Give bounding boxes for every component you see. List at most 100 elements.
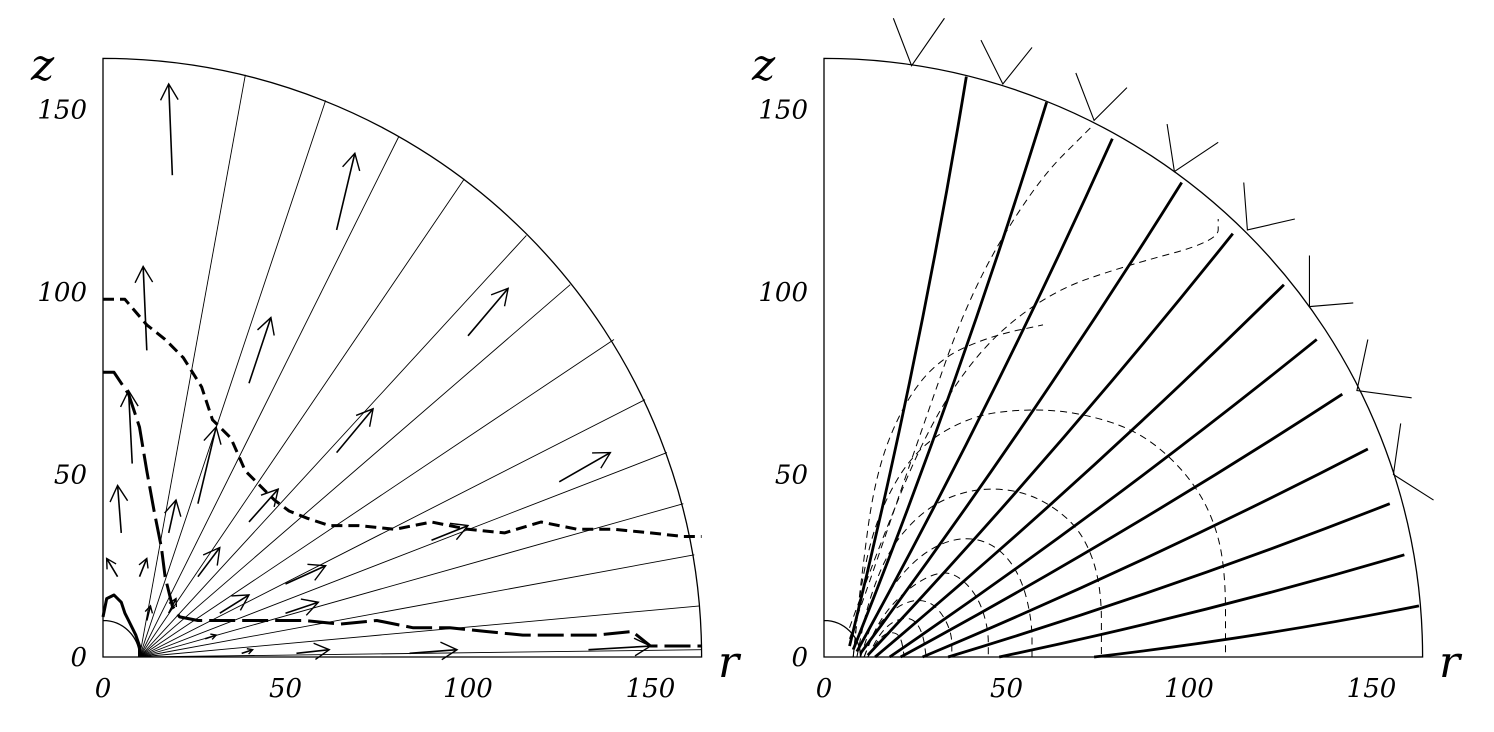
right-level-curve [867, 617, 927, 658]
right-field-lines [848, 76, 1420, 659]
left-arrow-shaft [197, 426, 217, 504]
right-x-tick-label: 0 [816, 674, 833, 704]
left-arrow-head [168, 597, 178, 608]
left-x-tick-label: 50 [269, 674, 302, 704]
right-field-line [859, 181, 1183, 655]
left-curve-solid [101, 593, 141, 657]
right-field-line [1093, 604, 1420, 659]
left-arrow-head [633, 637, 652, 657]
left-arrow-head [159, 82, 179, 101]
left-y-tick-label: 150 [37, 96, 87, 126]
left-grid-line [139, 554, 695, 658]
left-arrow-head [138, 557, 149, 569]
right-level-curve [852, 409, 1226, 658]
left-y-tick-label: 0 [70, 643, 87, 673]
left-arrow-head [144, 604, 154, 614]
left-grid-line [139, 178, 465, 658]
right-x-axis-label: r [1439, 637, 1463, 688]
left-arrow-shaft [219, 594, 250, 614]
right-level-curve [849, 127, 1091, 639]
left-grid-lines [139, 74, 702, 658]
left-arrow-head [592, 451, 612, 469]
left-arrow-head [210, 633, 218, 640]
left-arrow-head [355, 407, 375, 427]
right-quadrant-frame [823, 57, 1424, 658]
right-field-line [851, 101, 1048, 651]
left-arrow-head [134, 264, 154, 284]
right-outer-tick [1356, 339, 1412, 399]
right-outer-tick [1075, 72, 1128, 122]
left-axis-ticks: 0 50 100 150 0 50 100 150 [37, 96, 675, 705]
left-x-tick-label: 0 [95, 674, 112, 704]
left-arrow-head [203, 425, 222, 445]
right-field-line [947, 502, 1391, 659]
left-arrow-head [164, 498, 182, 517]
right-level-curve [849, 219, 1219, 628]
left-x-axis-label: r [718, 637, 742, 688]
left-grid-line [139, 605, 700, 658]
left-arrow-shaft [431, 524, 469, 541]
right-outer-tick [1166, 124, 1219, 173]
right-y-tick-label: 0 [791, 643, 808, 673]
right-field-line [922, 447, 1369, 659]
left-arrow-head [307, 563, 327, 581]
left-arrow-shaft [105, 558, 119, 578]
left-arrow-shaft [127, 390, 133, 464]
left-arrow-shaft [335, 153, 356, 231]
left-x-tick-label: 150 [626, 674, 676, 704]
left-arrow-shaft [167, 499, 177, 534]
left-curves [101, 297, 702, 657]
left-arrow-head [449, 522, 470, 541]
right-field-line [998, 553, 1405, 659]
left-arrow-shaft [138, 558, 148, 577]
left-arrow-shaft [285, 601, 319, 614]
left-arrow-shaft [116, 485, 123, 533]
left-curve-long-dashed [103, 370, 702, 648]
right-axis-ticks: 0 50 100 150 0 50 100 150 [758, 96, 1396, 705]
right-outer-tick [980, 39, 1033, 85]
left-arrow-head [300, 598, 320, 616]
left-arrow-shaft [248, 488, 279, 523]
right-x-tick-label: 100 [1164, 674, 1214, 704]
left-grid-line [139, 503, 684, 658]
left-arrow-shaft [248, 317, 272, 384]
right-y-tick-label: 150 [758, 96, 808, 126]
right-outer-tick [892, 17, 945, 67]
left-grid-line [139, 452, 668, 658]
left-arrow-shaft [241, 648, 253, 655]
left-arrow-head [231, 594, 251, 611]
right-field-line [855, 138, 1114, 653]
left-grid-line [139, 649, 702, 658]
right-level-curve [863, 572, 989, 658]
left-grid-line [139, 339, 615, 658]
right-panel: 0 50 100 150 0 50 100 150 r z [751, 17, 1463, 705]
left-arrow-head [246, 647, 255, 655]
left-y-axis-label: z [30, 40, 55, 91]
left-arrow-shaft [167, 598, 177, 614]
left-arrow-head [105, 557, 117, 570]
right-y-tick-label: 50 [775, 461, 808, 491]
left-arrow-shaft [146, 605, 152, 621]
left-arrow-shaft [467, 287, 509, 337]
right-field-line [866, 232, 1234, 657]
right-field-line [899, 393, 1344, 659]
right-outer-tick [1243, 182, 1295, 231]
right-field-line [874, 283, 1285, 659]
left-arrow-shaft [558, 451, 611, 483]
left-arrow-shaft [588, 645, 651, 651]
left-grid-line [139, 100, 327, 658]
left-arrow-head [260, 488, 280, 508]
left-arrow-head [490, 287, 510, 307]
right-x-tick-label: 150 [1347, 674, 1397, 704]
left-arrow-shaft [167, 83, 174, 176]
left-arrow-shaft [142, 266, 148, 351]
left-y-tick-label: 100 [37, 278, 87, 308]
left-arrow-shaft [204, 634, 217, 640]
left-y-tick-label: 50 [54, 461, 87, 491]
left-grid-line [139, 74, 246, 658]
right-outer-ticks [892, 17, 1434, 501]
right-field-line [888, 338, 1318, 659]
left-arrow-head [257, 316, 275, 336]
right-level-curve [856, 488, 1102, 658]
